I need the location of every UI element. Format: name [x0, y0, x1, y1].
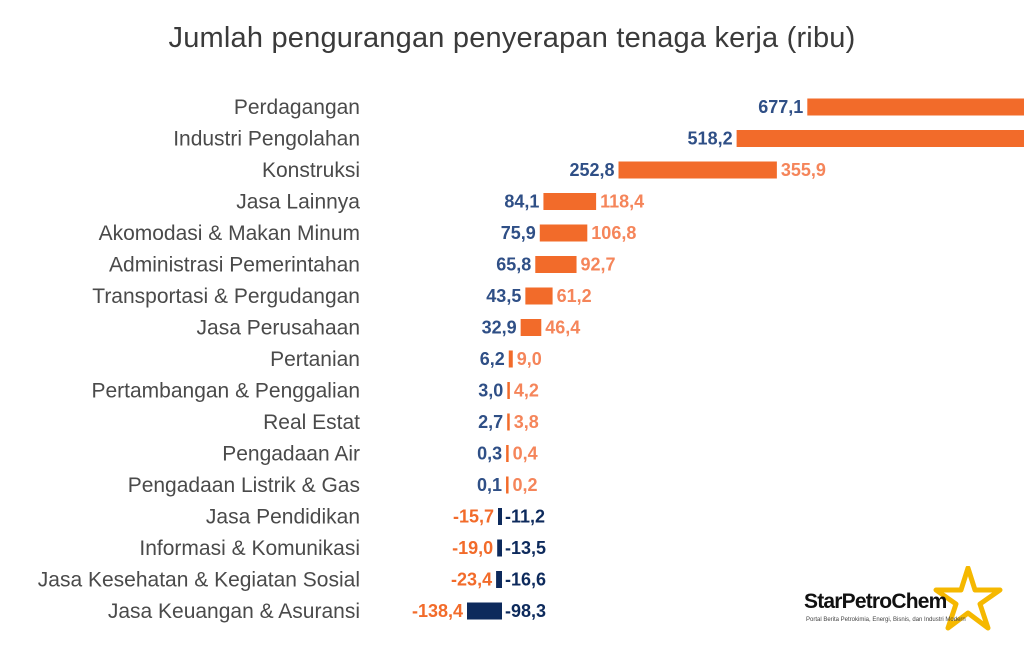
category-label: Pertanian — [270, 348, 360, 371]
category-label: Jasa Lainnya — [236, 191, 360, 214]
category-label: Jasa Perusahaan — [197, 317, 360, 340]
value-label: -23,4 — [451, 570, 492, 590]
value-label: 677,1 — [758, 97, 803, 117]
value-label: 3,8 — [514, 412, 539, 432]
value-label: -16,6 — [505, 570, 546, 590]
bar — [497, 539, 502, 557]
watermark-tagline: Portal Berita Petrokimia, Energi, Bisnis… — [806, 617, 966, 623]
category-label: Jasa Keuangan & Asuransi — [108, 600, 360, 623]
value-label: 43,5 — [486, 286, 521, 306]
value-label: 32,9 — [482, 318, 517, 338]
category-label: Pertambangan & Penggalian — [91, 380, 360, 403]
value-label: 2,7 — [478, 412, 503, 432]
value-label: -15,7 — [453, 507, 494, 527]
value-label: -13,5 — [505, 538, 546, 558]
category-label: Akomodasi & Makan Minum — [99, 222, 360, 245]
value-label: 6,2 — [480, 349, 505, 369]
value-label: -19,0 — [452, 538, 493, 558]
category-label: Real Estat — [263, 411, 360, 434]
bar — [496, 571, 502, 588]
value-label: -98,3 — [505, 601, 546, 621]
value-label: 75,9 — [501, 223, 536, 243]
category-label: Informasi & Komunikasi — [139, 537, 360, 560]
category-label: Pengadaan Air — [222, 443, 360, 466]
value-label: 92,7 — [581, 255, 616, 275]
bar — [506, 476, 509, 494]
category-label: Perdagangan — [234, 96, 360, 119]
bars — [467, 98, 1024, 620]
category-label: Industri Pengolahan — [173, 128, 360, 151]
value-label: 0,4 — [513, 444, 538, 464]
value-label: 84,1 — [504, 192, 539, 212]
category-label: Administrasi Pemerintahan — [109, 254, 360, 277]
value-label: 118,4 — [600, 192, 644, 212]
bar — [618, 161, 777, 179]
category-label: Jasa Pendidikan — [206, 506, 360, 529]
value-label: 65,8 — [496, 255, 531, 275]
value-label: -11,2 — [505, 507, 545, 527]
bar — [535, 256, 577, 273]
watermark-logo: StarPetroChem Portal Berita Petrokimia, … — [804, 566, 1014, 636]
value-label: 106,8 — [591, 223, 636, 243]
watermark-name: StarPetroChem — [804, 590, 947, 613]
chart-title: Jumlah pengurangan penyerapan tenaga ker… — [168, 22, 856, 54]
bar — [467, 602, 502, 620]
value-label: 4,2 — [514, 381, 539, 401]
value-label: 0,3 — [477, 444, 502, 464]
bar — [736, 130, 1024, 147]
value-label: 518,2 — [688, 129, 733, 149]
value-label: 252,8 — [569, 160, 614, 180]
category-label: Pengadaan Listrik & Gas — [128, 474, 360, 497]
bar — [498, 508, 502, 525]
bar — [539, 224, 588, 242]
bar — [525, 287, 553, 305]
value-label: -138,4 — [412, 601, 463, 621]
value-label: 355,9 — [781, 160, 826, 180]
bar — [508, 350, 513, 368]
value-label: 61,2 — [557, 286, 592, 306]
bar — [506, 445, 509, 462]
category-label: Konstruksi — [262, 159, 360, 182]
value-label: 46,4 — [545, 318, 580, 338]
category-label: Jasa Kesehatan & Kegiatan Sosial — [38, 569, 360, 592]
value-label: 0,1 — [477, 475, 502, 495]
bar — [520, 319, 542, 336]
value-label: 3,0 — [478, 381, 503, 401]
star-icon — [933, 566, 1003, 631]
bar — [807, 98, 1024, 116]
bar — [543, 193, 597, 210]
category-label: Transportasi & Pergudangan — [92, 285, 360, 308]
bar — [507, 382, 510, 399]
category-labels: Perdagangan Industri Pengolahan Konstruksi… — [38, 96, 361, 623]
bar — [507, 413, 510, 431]
value-labels: 677,1953,2518,2729,5252,8355,984,1118,47… — [412, 97, 826, 621]
value-label: 0,2 — [513, 475, 538, 495]
value-label: 9,0 — [517, 349, 542, 369]
